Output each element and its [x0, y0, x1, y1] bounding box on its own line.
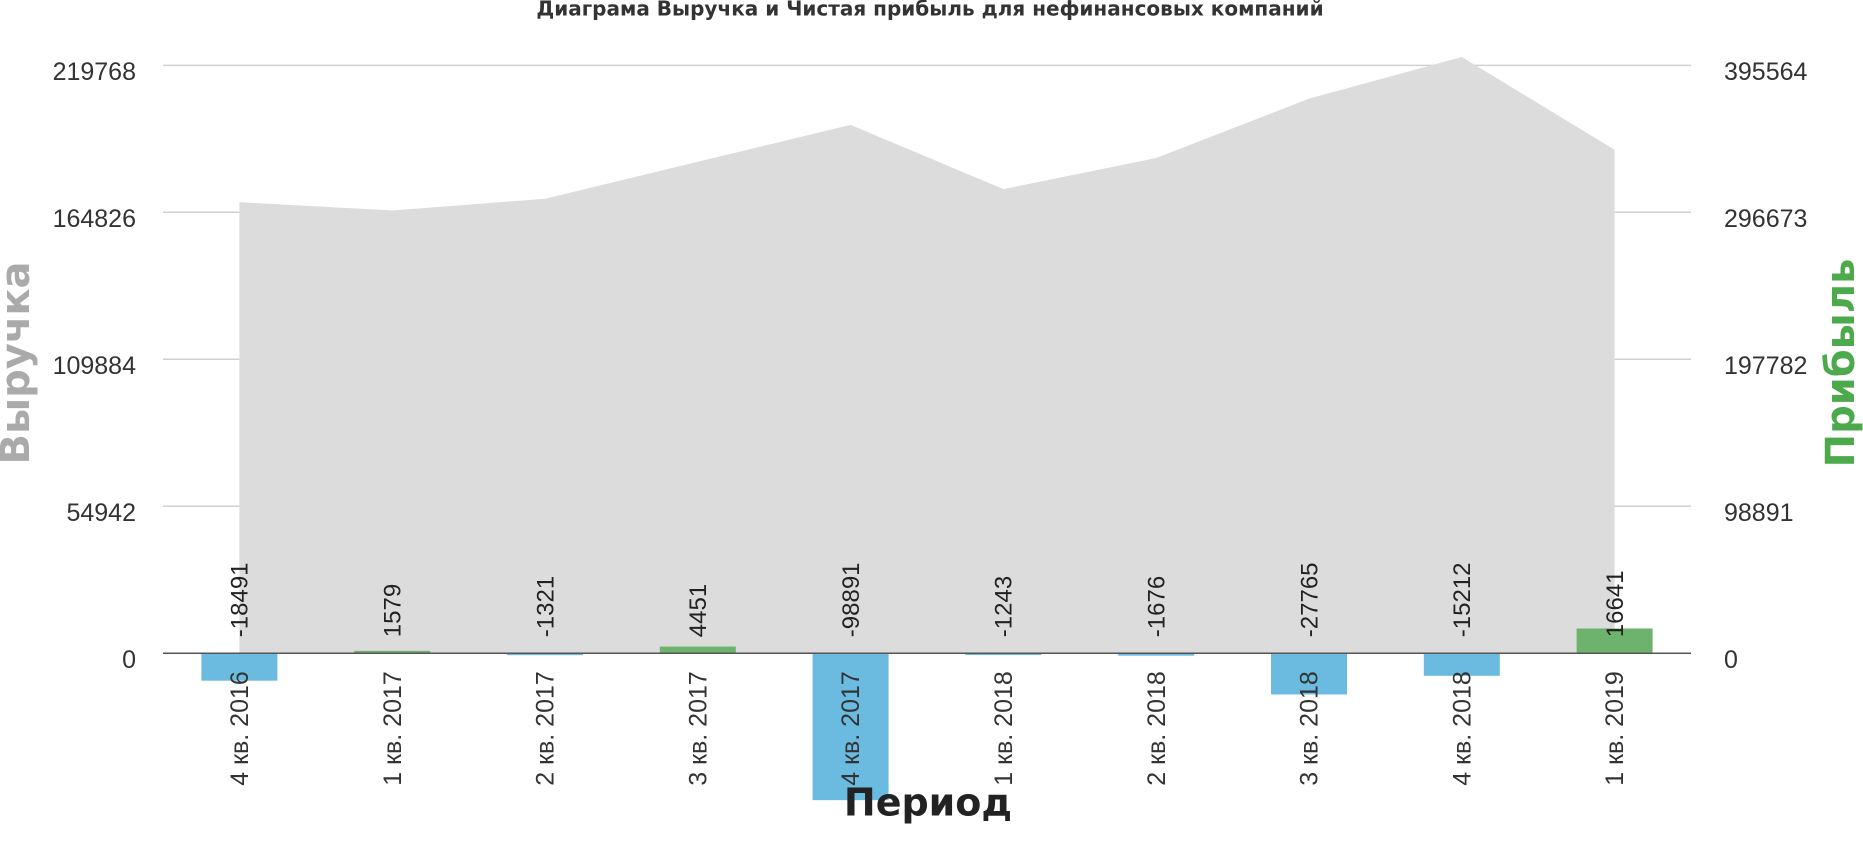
data-label: 16641	[1602, 570, 1629, 637]
profit-bar	[201, 653, 278, 681]
data-label: -1676	[1144, 576, 1171, 637]
x-tick-label: 4 кв. 2018	[1448, 671, 1476, 786]
y2-axis-title: Прибыль	[1818, 259, 1863, 468]
profit-bar	[659, 646, 736, 654]
data-label: -15212	[1449, 562, 1476, 637]
y-axis-title: Выручка	[0, 262, 39, 465]
x-tick-label: 2 кв. 2017	[532, 671, 560, 786]
profit-bar	[507, 653, 583, 656]
y2-tick-label: 296673	[1724, 205, 1807, 233]
profit-bar	[812, 653, 889, 801]
data-label: 1579	[380, 584, 407, 637]
x-tick-label: 2 кв. 2018	[1143, 671, 1171, 786]
profit-bar	[1271, 653, 1347, 695]
x-tick-label: 3 кв. 2017	[684, 671, 712, 786]
profit-bar	[1118, 653, 1195, 656]
x-tick-label: 1 кв. 2019	[1601, 671, 1629, 786]
data-label: -18491	[227, 562, 254, 637]
data-label: -98891	[838, 562, 865, 637]
x-tick-label: 1 кв. 2018	[990, 671, 1018, 786]
y-tick-label: 164826	[53, 205, 136, 233]
x-tick-label: 4 кв. 2016	[226, 671, 254, 786]
profit-bar	[1423, 653, 1500, 676]
x-axis-title: Период	[844, 781, 1012, 825]
profit-bar	[354, 650, 431, 654]
chart-title: Диаграма Выручка и Чистая прибыль для не…	[536, 0, 1323, 21]
data-label: -1243	[991, 576, 1018, 637]
y2-tick-label: 395564	[1724, 58, 1808, 86]
profit-bar	[1576, 628, 1653, 654]
y-tick-label: 0	[122, 646, 136, 674]
y2-tick-label: 0	[1724, 646, 1738, 674]
x-tick-label: 3 кв. 2018	[1296, 671, 1324, 786]
y-tick-label: 54942	[66, 499, 136, 527]
data-label: 4451	[685, 584, 712, 637]
x-tick-label: 1 кв. 2017	[379, 671, 407, 786]
y2-tick-label: 197782	[1724, 352, 1807, 380]
data-label: -27765	[1296, 562, 1323, 637]
y2-tick-label: 98891	[1724, 499, 1794, 527]
revenue-area	[239, 56, 1615, 654]
profit-bar	[965, 653, 1042, 656]
y-tick-label: 109884	[53, 352, 137, 380]
data-label: -1321	[532, 576, 559, 637]
y-tick-label: 219768	[53, 58, 136, 86]
x-tick-label: 4 кв. 2017	[837, 671, 865, 786]
